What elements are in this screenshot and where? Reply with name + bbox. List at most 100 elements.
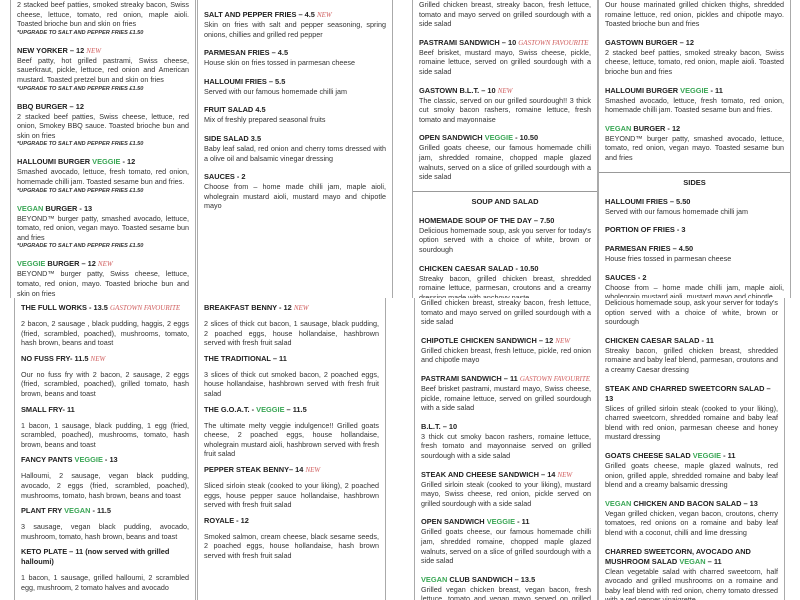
- item-description: Clean vegetable salad with charred sweet…: [605, 566, 778, 600]
- item-name: SAUCES - 2: [605, 273, 784, 283]
- item-name: THE TRADITIONAL – 11: [204, 354, 379, 364]
- menu-item: NEW YORKER – 12 NEW Beef patty, hot grill…: [17, 46, 189, 93]
- new-badge: GASTOWN FAVOURITE: [109, 304, 181, 312]
- menu-item: SMALL FRY- 11 1 bacon, 1 sausage, black p…: [21, 405, 189, 450]
- item-title: CHARRED SWEETCORN, AVOCADO AND MUSHROOM …: [605, 546, 751, 566]
- item-description: Delicious homemade soup, ask you server …: [419, 225, 591, 254]
- item-name: VEGAN BURGER - 13: [17, 204, 189, 214]
- menu-item: VEGAN CHICKEN AND BACON SALAD – 13 Vegan …: [605, 499, 778, 538]
- item-name: GASTOWN B.L.T. – 10 NEW: [419, 86, 591, 96]
- item-description: Smashed avocado, lettuce, fresh tomato, …: [605, 95, 784, 115]
- item-description: Choose from – home made chilli jam, mapl…: [204, 182, 386, 211]
- item-title: OPEN SANDWICH: [419, 133, 485, 143]
- item-title: GASTOWN B.L.T. – 10: [419, 85, 498, 95]
- item-name: OPEN SANDWICH VEGGIE - 11: [421, 517, 591, 527]
- menu-item: CHARRED SWEETCORN, AVOCADO AND MUSHROOM …: [605, 547, 778, 600]
- item-name: HALLOUMI FRIES – 5.50: [605, 197, 784, 207]
- item-name: THE FULL WORKS - 13.5 GASTOWN FAVOURITE: [21, 303, 189, 313]
- panel-sandwiches-1: Grilled chicken breast, streaky bacon, f…: [412, 0, 598, 298]
- item-name: SALT AND PEPPER FRIES – 4.5 NEW: [204, 10, 386, 20]
- item-description: BEYOND™ burger patty, Swiss cheese, lett…: [17, 269, 189, 298]
- item-title: CLUB SANDWICH – 13.5: [447, 574, 536, 584]
- menu-item: SAUCES - 2 Choose from – home made chilli…: [605, 273, 784, 298]
- item-description: Smashed avocado, lettuce, fresh tomato, …: [17, 167, 189, 186]
- menu-item: CHICKEN CAESAR SALAD - 11 Streaky bacon, …: [605, 336, 778, 375]
- item-description: BEYOND™ burger patty, smashed avocado, l…: [605, 133, 784, 162]
- item-title: FANCY PANTS: [21, 455, 75, 465]
- item-title: BURGER - 12: [631, 123, 681, 133]
- item-name: BREAKFAST BENNY - 12 NEW: [204, 303, 379, 313]
- menu-item: VEGAN CLUB SANDWICH – 13.5 Grilled vegan …: [421, 575, 591, 600]
- item-description: Baby leaf salad, red onion and cherry to…: [204, 143, 386, 163]
- item-description: Grilled vegan chicken breast, vegan baco…: [421, 584, 591, 600]
- menu-item: Delicious homemade soup, ask your server…: [605, 298, 778, 327]
- menu-item: THE G.O.A.T. - VEGGIE – 11.5 The ultimate…: [204, 405, 379, 459]
- item-description: 1 bacon, 1 sausage, grilled halloumi, 2 …: [21, 573, 189, 592]
- menu-item: 2 stacked beef patties, smoked streaky b…: [17, 0, 189, 37]
- item-description: 3 slices of thick cut smoked bacon, 2 po…: [204, 369, 379, 398]
- item-description: The ultimate melty veggie indulgence!! G…: [204, 420, 379, 459]
- item-title: CHICKEN CAESAR SALAD - 10.50: [419, 263, 539, 273]
- panel-burgers-2: Our house marinated grilled chicken thig…: [598, 0, 791, 298]
- item-title: BURGER – 12: [45, 259, 98, 269]
- item-title: - 11.5: [90, 506, 111, 516]
- new-badge: NEW: [557, 470, 573, 479]
- item-name: STEAK AND CHEESE SANDWICH – 14 NEW: [421, 470, 591, 480]
- item-title: NEW YORKER – 12: [17, 45, 87, 55]
- item-title: PORTION OF FRIES - 3: [605, 225, 686, 235]
- item-title: – 11: [705, 556, 722, 566]
- item-description: Halloumi, 2 sausage, vegan black pudding…: [21, 471, 189, 500]
- menu-item: PARMESAN FRIES – 4.5 House skin on fries …: [204, 48, 386, 68]
- item-title: GASTOWN BURGER – 12: [605, 37, 694, 47]
- item-title: ROYALE - 12: [204, 515, 249, 525]
- item-title: - 11: [721, 450, 736, 460]
- menu-item: BBQ BURGER – 12 2 stacked beef patties, S…: [17, 102, 189, 149]
- item-name: ROYALE - 12: [204, 516, 379, 526]
- item-title: KETO PLATE – 11 (now served with grilled…: [21, 547, 170, 567]
- item-name: CHICKEN CAESAR SALAD - 10.50: [419, 264, 591, 274]
- item-title: HALLOUMI BURGER: [17, 157, 93, 167]
- item-name: VEGAN CLUB SANDWICH – 13.5: [421, 575, 591, 585]
- menu-item: BREAKFAST BENNY - 12 NEW 2 slices of thic…: [204, 303, 379, 348]
- menu-item: CHICKEN CAESAR SALAD - 10.50 Streaky baco…: [419, 264, 591, 299]
- item-name: PASTRAMI SANDWICH – 10 GASTOWN FAVOURITE: [419, 38, 591, 48]
- item-description: Choose from – home made chilli jam, mapl…: [605, 282, 784, 298]
- item-title: HALLOUMI FRIES – 5.5: [204, 76, 286, 86]
- item-description: 2 stacked beef patties, smoked streaky b…: [605, 47, 784, 76]
- item-name: SIDE SALAD 3.5: [204, 134, 386, 144]
- item-name: SMALL FRY- 11: [21, 405, 189, 415]
- item-title: NO FUSS FRY- 11.5: [21, 353, 91, 363]
- item-description: Grilled goats cheese, maple glazed walnu…: [605, 460, 778, 490]
- panel-content: Grilled chicken breast, streaky bacon, f…: [413, 0, 597, 299]
- diet-tag: VEGAN: [605, 498, 632, 508]
- menu-item: THE TRADITIONAL – 11 3 slices of thick cu…: [204, 354, 379, 399]
- item-description: Streaky bacon, grilled chicken breast, s…: [605, 345, 778, 374]
- item-name: B.L.T. – 10: [421, 422, 591, 432]
- item-title: PASTRAMI SANDWICH – 11: [421, 373, 520, 383]
- diet-tag: VEGAN: [17, 203, 44, 213]
- item-name: GOATS CHEESE SALAD VEGGIE - 11: [605, 451, 778, 461]
- item-description: BEYOND™ burger patty, smashed avocado, l…: [17, 213, 189, 242]
- item-description: Grilled goats cheese, our famous homemad…: [421, 527, 591, 566]
- menu-item: HALLOUMI BURGER VEGGIE - 12 Smashed avoca…: [17, 157, 189, 194]
- upgrade-note: *UPGRADE TO SALT AND PEPPER FRIES £1.50: [17, 85, 144, 92]
- panel-sides-1: SALT AND PEPPER FRIES – 4.5 NEW Skin on f…: [197, 0, 393, 298]
- item-title: SAUCES - 2: [204, 172, 246, 182]
- menu-item: HOMEMADE SOUP OF THE DAY – 7.50 Delicious…: [419, 216, 591, 255]
- item-title: SALT AND PEPPER FRIES – 4.5: [204, 10, 317, 19]
- item-title: THE G.O.A.T. -: [204, 404, 257, 414]
- menu-item: FRUIT SALAD 4.5 Mix of freshly prepared s…: [204, 105, 386, 125]
- item-title: HALLOUMI FRIES – 5.50: [605, 196, 691, 206]
- item-description: Mix of freshly prepared seasonal fruits: [204, 115, 326, 125]
- item-description: Beef brisket, mustard mayo, Swiss cheese…: [419, 47, 591, 76]
- item-description: Grilled chicken breast, streaky bacon, f…: [419, 0, 591, 29]
- item-description: Slices of grilled sirloin steak (cooked …: [605, 403, 778, 442]
- item-name: HALLOUMI BURGER VEGGIE - 12: [17, 157, 189, 167]
- item-name: NEW YORKER – 12 NEW: [17, 46, 189, 56]
- menu-item: ROYALE - 12 Smoked salmon, cream cheese, …: [204, 516, 379, 561]
- menu-item: PORTION OF FRIES - 3: [605, 225, 784, 235]
- menu-item: STEAK AND CHARRED SWEETCORN SALAD – 13 Sl…: [605, 384, 778, 442]
- item-title: B.L.T. – 10: [421, 421, 458, 431]
- item-title: STEAK AND CHEESE SANDWICH – 14: [421, 469, 558, 479]
- item-title: PARMESAN FRIES – 4.50: [605, 244, 694, 254]
